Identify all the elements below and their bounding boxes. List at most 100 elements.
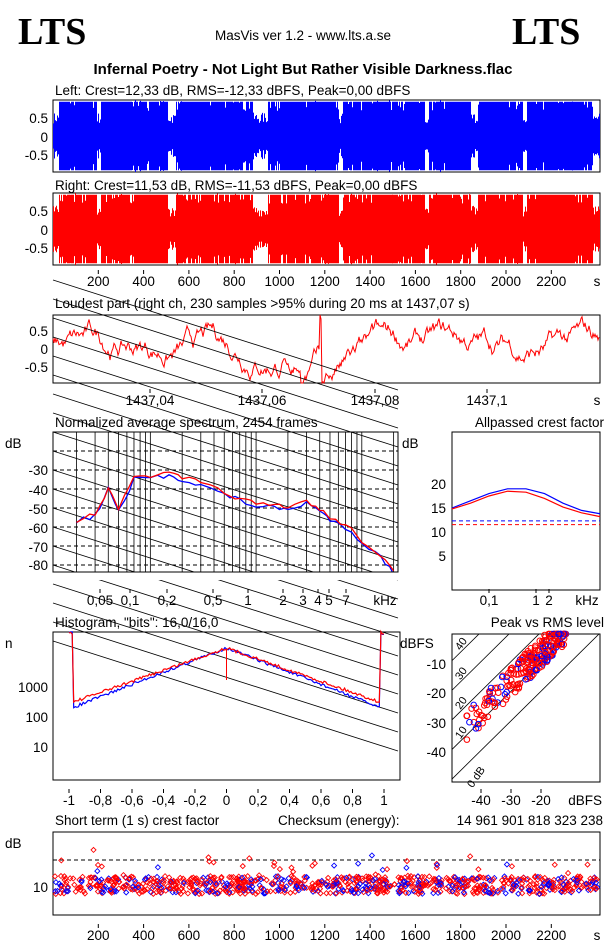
spectrum-slope-line (52, 469, 399, 581)
shortterm-point (293, 880, 300, 888)
shortterm-point (454, 881, 461, 888)
peakrms-point (519, 657, 527, 665)
shortterm-point (184, 879, 191, 886)
shortterm-point (416, 877, 423, 884)
right-xtick: 1000 (264, 274, 294, 289)
shortterm-point (488, 877, 495, 885)
crest-frame (451, 431, 601, 591)
histogram-xtick: 0,8 (343, 793, 362, 808)
peakrms-ytick: -20 (426, 686, 446, 701)
shortterm-point (481, 882, 488, 889)
shortterm-point (54, 887, 61, 895)
shortterm-point (71, 881, 78, 888)
shortterm-point (97, 879, 104, 886)
shortterm-point (99, 883, 107, 890)
shortterm-point (593, 885, 600, 892)
shortterm-point (154, 864, 162, 871)
peakrms-point (528, 672, 536, 680)
shortterm-point (560, 881, 567, 888)
shortterm-point (212, 879, 219, 886)
shortterm-xtick: 800 (223, 928, 246, 943)
shortterm-point (587, 886, 594, 894)
shortterm-point (94, 861, 102, 869)
shortterm-xtick: 600 (178, 928, 201, 943)
right-ytick: -0.5 (25, 241, 48, 256)
peakrms-point (521, 650, 529, 658)
spectrum-xtick: 5 (325, 593, 333, 608)
shortterm-point (338, 889, 346, 896)
shortterm-point (178, 885, 185, 892)
loudest-ytick: 0.5 (29, 324, 48, 339)
right-xtick: 2200 (536, 274, 566, 289)
right-ytick: 0.5 (29, 204, 48, 219)
shortterm-point (154, 878, 161, 885)
shortterm-point (487, 890, 495, 897)
shortterm-point (193, 877, 201, 884)
shortterm-point (120, 871, 127, 879)
peakrms-point (513, 684, 521, 692)
shortterm-point (237, 890, 244, 897)
shortterm-point (287, 880, 294, 887)
histogram-xtick: 0,2 (249, 793, 268, 808)
peakrms-point (527, 644, 535, 652)
shortterm-point (187, 882, 195, 889)
shortterm-point (386, 883, 393, 890)
shortterm-point (295, 878, 302, 885)
shortterm-point (131, 877, 139, 885)
shortterm-point (501, 873, 508, 880)
shortterm-point (503, 861, 511, 868)
peakrms-point (491, 699, 499, 707)
histogram-xtick: -0,6 (120, 793, 143, 808)
shortterm-point (235, 884, 243, 891)
shortterm-point (101, 883, 109, 890)
shortterm-point (534, 888, 541, 895)
shortterm-xtick: 1600 (400, 928, 430, 943)
spectrum-xtick: 0,1 (121, 593, 140, 608)
shortterm-point (450, 873, 458, 881)
spectrum-ylabel: dB (5, 436, 22, 451)
shortterm-point (198, 876, 206, 884)
histogram-ylabel: n (5, 636, 13, 651)
peakrms-point (475, 708, 483, 716)
shortterm-point (464, 882, 472, 889)
shortterm-point (116, 878, 123, 886)
peakrms-point (545, 641, 552, 649)
peakrms-diagonal (451, 633, 540, 721)
shortterm-point (206, 888, 214, 895)
shortterm-point (324, 883, 331, 890)
shortterm-point (274, 873, 281, 880)
loudest-xtick: 1437,08 (351, 393, 400, 408)
logo-left: LTS (18, 11, 86, 53)
spectrum-xtick: 4 (314, 593, 322, 608)
spectrum-xtick: 0,2 (158, 593, 177, 608)
shortterm-point (391, 881, 398, 888)
right-xtick: 400 (132, 274, 155, 289)
shortterm-point (525, 883, 532, 890)
shortterm-point (507, 875, 514, 883)
histogram-xtick: 1 (380, 793, 388, 808)
spectrum-slope-line (52, 526, 399, 638)
shortterm-point (135, 884, 142, 891)
shortterm-point (559, 887, 566, 895)
peakrms-frame (451, 633, 601, 783)
peakrms-point (475, 724, 482, 732)
shortterm-point (575, 887, 583, 894)
histogram-title: Histogram, "bits": 16,0/16,0 (55, 615, 218, 630)
loudest-xtick: 1437,06 (238, 393, 287, 408)
shortterm-point (431, 886, 439, 894)
shortterm-point (167, 879, 175, 886)
shortterm-point (346, 873, 353, 880)
shortterm-point (407, 872, 415, 880)
shortterm-point (139, 888, 147, 895)
left-title: Left: Crest=12,33 dB, RMS=-12,33 dBFS, P… (55, 83, 410, 98)
right-xtick: 1800 (446, 274, 476, 289)
shortterm-point (454, 890, 461, 897)
peakrms-point (504, 682, 511, 690)
spectrum-ytick: -40 (28, 483, 48, 498)
peakrms-point (513, 681, 521, 689)
crest-title: Allpassed crest factor (475, 415, 605, 430)
shortterm-point (396, 888, 404, 895)
right-ytick: 0 (40, 223, 48, 238)
shortterm-point (433, 860, 440, 867)
right-xtick: 200 (87, 274, 110, 289)
